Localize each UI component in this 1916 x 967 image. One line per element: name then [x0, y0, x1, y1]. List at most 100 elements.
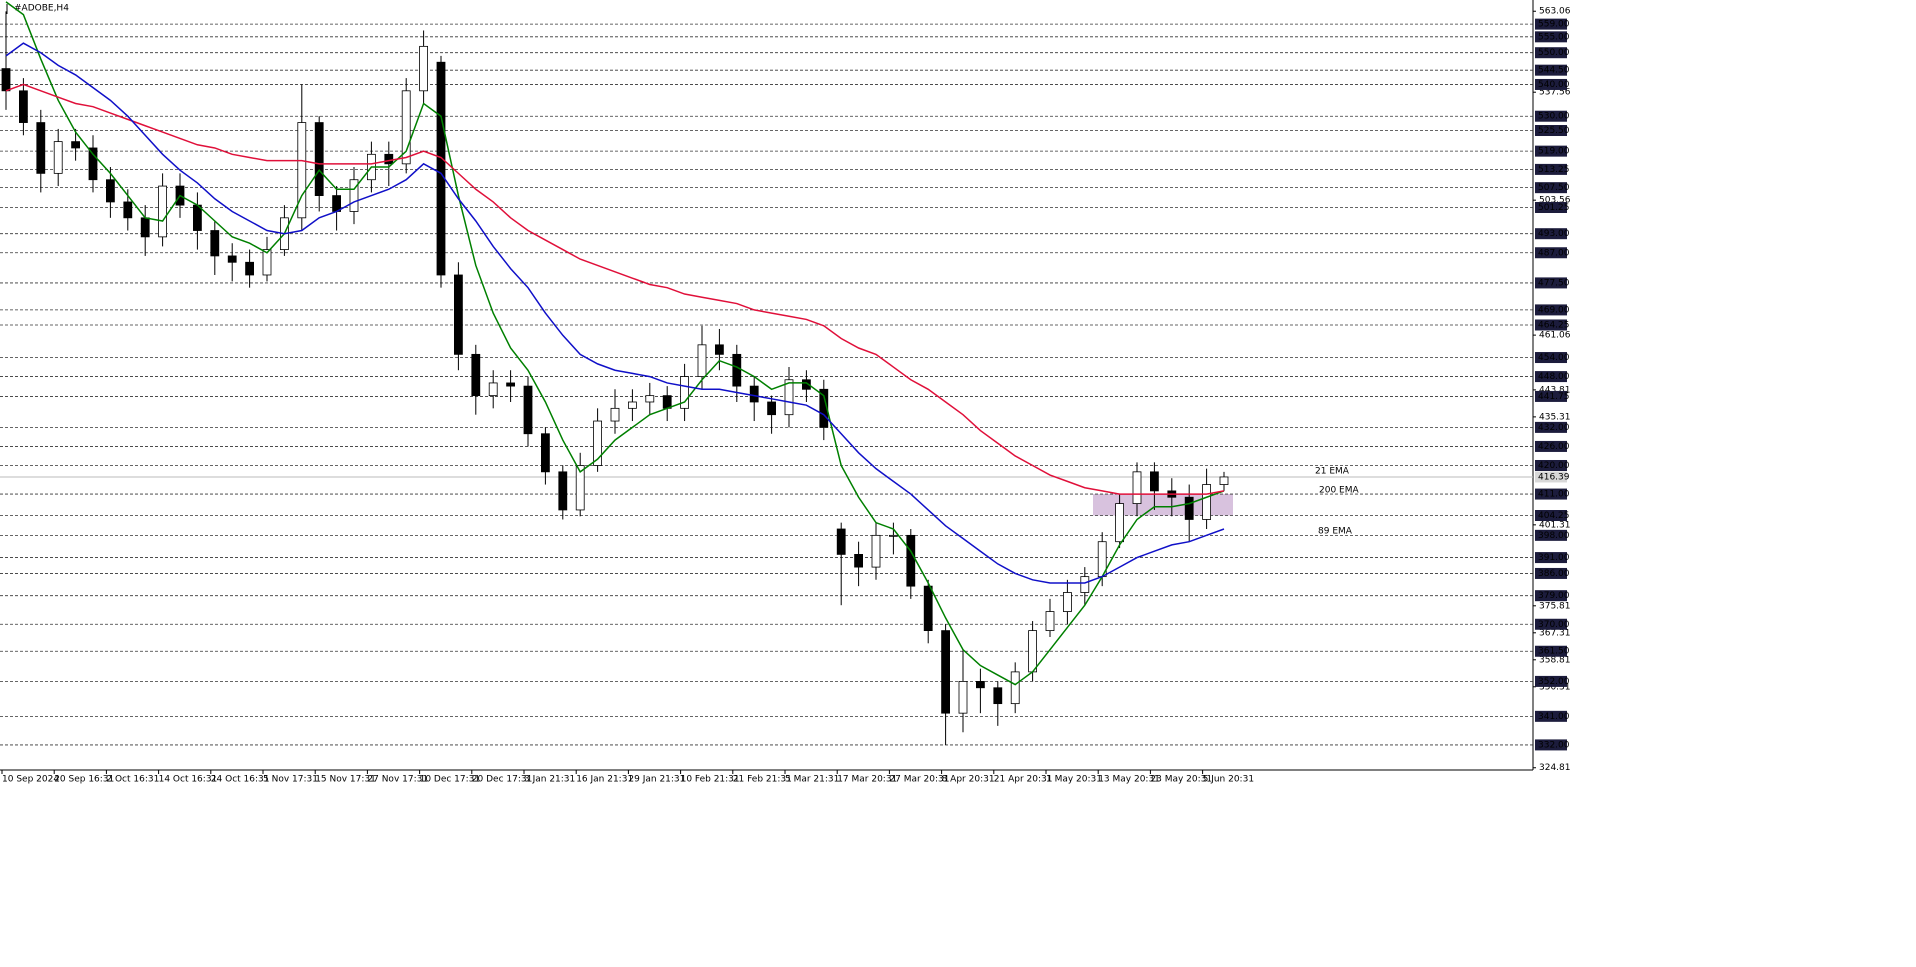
- x-tick-label: 27 Nov 17:31: [367, 775, 428, 785]
- candle-body: [976, 681, 985, 689]
- level-label: 469.00: [1538, 305, 1570, 315]
- zone: [1093, 494, 1233, 516]
- candle-body: [349, 179, 359, 212]
- level-label-box: [1535, 618, 1567, 630]
- level-label-box: [1535, 47, 1567, 59]
- candle-body: [680, 376, 689, 409]
- level-label: 477.50: [1538, 278, 1570, 288]
- candle-body: [71, 141, 80, 149]
- candle-body: [802, 379, 811, 390]
- ema-line: [5, 42, 1225, 584]
- legend-entry: 21 EMA: [1315, 467, 1350, 477]
- x-tick-label: 10 Sep 2024: [2, 775, 59, 785]
- candle-body: [1219, 476, 1229, 485]
- y-tick-label: 503.56: [1539, 196, 1571, 206]
- last-price-label: 416.39: [1538, 472, 1570, 482]
- level-label: 332.00: [1538, 740, 1570, 750]
- x-tick-label: 5 Nov 17:31: [263, 775, 318, 785]
- candle-body: [227, 255, 237, 263]
- level-label-box: [1535, 590, 1567, 602]
- level-label: 501.25: [1538, 203, 1570, 213]
- level-label: 519.00: [1538, 147, 1570, 157]
- candle-body: [732, 353, 742, 387]
- level-label: 420.00: [1538, 461, 1570, 471]
- candle-body: [749, 385, 759, 403]
- candle-body: [558, 471, 568, 511]
- candle-body: [210, 230, 220, 257]
- candle-body: [871, 534, 881, 568]
- level-label-box: [1535, 529, 1567, 541]
- level-label: 464.25: [1538, 320, 1570, 330]
- level-label-box: [1535, 163, 1567, 175]
- candle-body: [192, 204, 202, 231]
- level-label: 487.00: [1538, 248, 1570, 258]
- candle-body: [906, 534, 916, 587]
- level-label: 426.00: [1538, 442, 1570, 452]
- legend-entry: 89 EMA: [1318, 527, 1353, 537]
- candle-body: [523, 385, 533, 435]
- x-tick-label: 14 Oct 16:31: [159, 775, 218, 785]
- level-label-box: [1535, 459, 1567, 471]
- level-label-box: [1535, 18, 1567, 30]
- y-tick-label: 350.31: [1539, 682, 1571, 692]
- level-label-box: [1535, 64, 1567, 76]
- level-label: 559.00: [1538, 20, 1570, 30]
- candle-body: [1010, 671, 1020, 705]
- level-label-box: [1535, 247, 1567, 259]
- candle-body: [993, 687, 1003, 705]
- x-tick-label: 23 May 20:31: [1150, 775, 1212, 785]
- candle-body: [1080, 576, 1090, 593]
- x-tick-label: 21 Apr 20:31: [994, 775, 1053, 785]
- x-tick-label: 16 Jan 21:31: [576, 775, 633, 785]
- x-tick-label: 15 Nov 17:31: [315, 775, 376, 785]
- y-tick-label: 443.81: [1539, 385, 1571, 395]
- candle-body: [506, 382, 516, 387]
- level-label-box: [1535, 421, 1567, 433]
- level-label-box: [1535, 352, 1567, 364]
- x-tick-label: 5 Mar 21:31: [785, 775, 839, 785]
- level-label: 441.75: [1538, 392, 1570, 402]
- level-label-box: [1535, 440, 1567, 452]
- candle-body: [697, 344, 707, 377]
- level-label-box: [1535, 675, 1567, 687]
- candle-body: [1202, 484, 1211, 520]
- x-tick-label: 1 May 20:31: [1046, 775, 1102, 785]
- y-tick-label: 401.31: [1539, 520, 1571, 530]
- level-label-box: [1535, 371, 1567, 383]
- level-label: 386.00: [1538, 569, 1570, 579]
- candle-body: [575, 465, 585, 511]
- candle-body: [53, 141, 63, 174]
- candle-body: [662, 395, 672, 409]
- y-tick-label: 461.06: [1539, 331, 1571, 341]
- y-tick-label: 537.56: [1539, 88, 1571, 98]
- candle-body: [140, 217, 150, 238]
- candle-body: [854, 554, 863, 568]
- candle-body: [784, 379, 794, 416]
- candle-body: [819, 388, 829, 428]
- level-label-box: [1535, 319, 1567, 331]
- candle-body: [401, 90, 411, 165]
- level-label: 361.50: [1538, 647, 1570, 657]
- x-tick-label: 8 Apr 20:31: [942, 775, 995, 785]
- candle-body: [297, 122, 307, 219]
- level-label: 398.00: [1538, 531, 1570, 541]
- chart-title: #ADOBE,H4: [14, 4, 69, 14]
- x-tick-label: 10 Feb 21:31: [681, 775, 740, 785]
- legend-entry: 200 EMA: [1319, 486, 1359, 496]
- y-tick-label: 435.31: [1539, 412, 1571, 422]
- level-label-box: [1535, 31, 1567, 43]
- x-tick-label: 20 Dec 17:31: [472, 775, 533, 785]
- candle-body: [453, 274, 463, 355]
- y-tick-label: 375.81: [1539, 601, 1571, 611]
- x-tick-label: 3 Jan 21:31: [524, 775, 575, 785]
- x-tick-label: 20 Sep 16:31: [54, 775, 114, 785]
- level-label: 493.00: [1538, 229, 1570, 239]
- level-label-box: [1535, 125, 1567, 137]
- candle-body: [645, 395, 655, 403]
- y-tick-label: 324.81: [1539, 763, 1571, 773]
- candle-body: [1045, 611, 1055, 632]
- ema-line: [5, 1, 1225, 686]
- level-label: 448.00: [1538, 372, 1570, 382]
